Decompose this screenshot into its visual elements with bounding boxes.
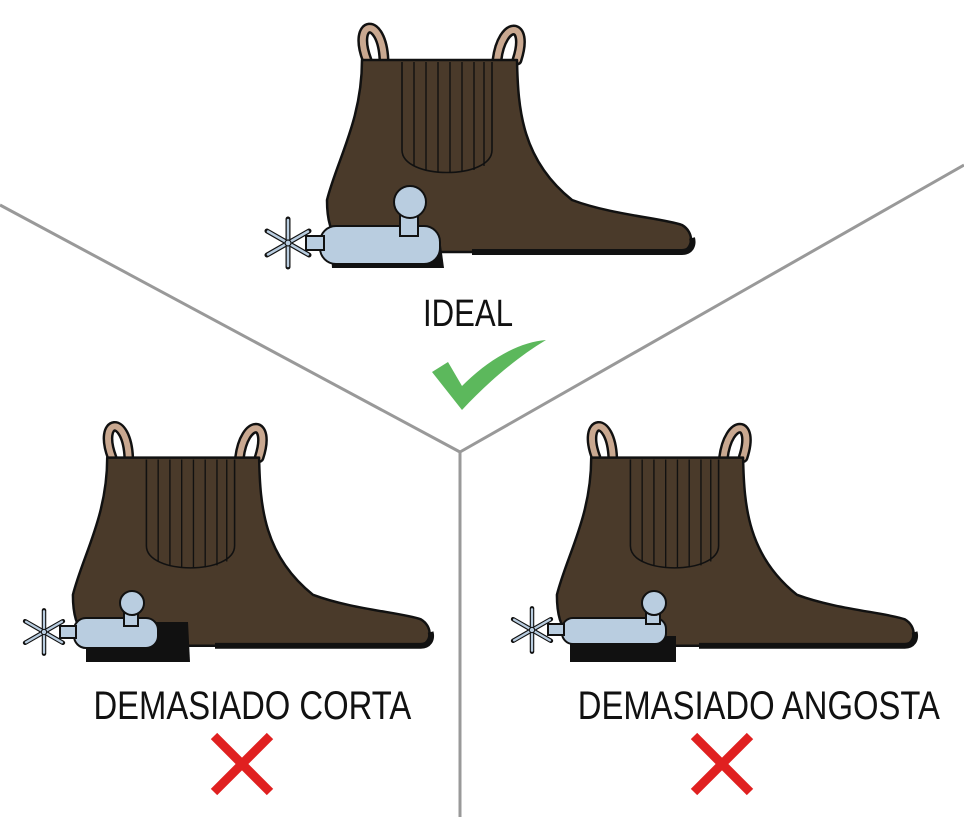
spur-icon <box>25 590 159 654</box>
boot-too-narrow <box>513 426 915 662</box>
panel-dividers <box>0 163 964 817</box>
check-icon <box>432 340 546 410</box>
spur-icon <box>267 185 441 267</box>
boot-icon <box>557 426 915 645</box>
label-ideal: IDEAL <box>422 293 514 335</box>
boot-too-short <box>25 426 431 662</box>
cross-icon <box>210 732 274 796</box>
boot-ideal <box>267 28 693 268</box>
divider-right <box>459 163 964 454</box>
spur-icon <box>513 590 667 652</box>
label-too-narrow: DEMASIADO ANGOSTA <box>577 684 940 728</box>
label-too-short: DEMASIADO CORTA <box>93 684 412 728</box>
cross-icon <box>690 732 754 796</box>
boot-icon <box>327 28 693 252</box>
divider-left <box>0 203 461 454</box>
